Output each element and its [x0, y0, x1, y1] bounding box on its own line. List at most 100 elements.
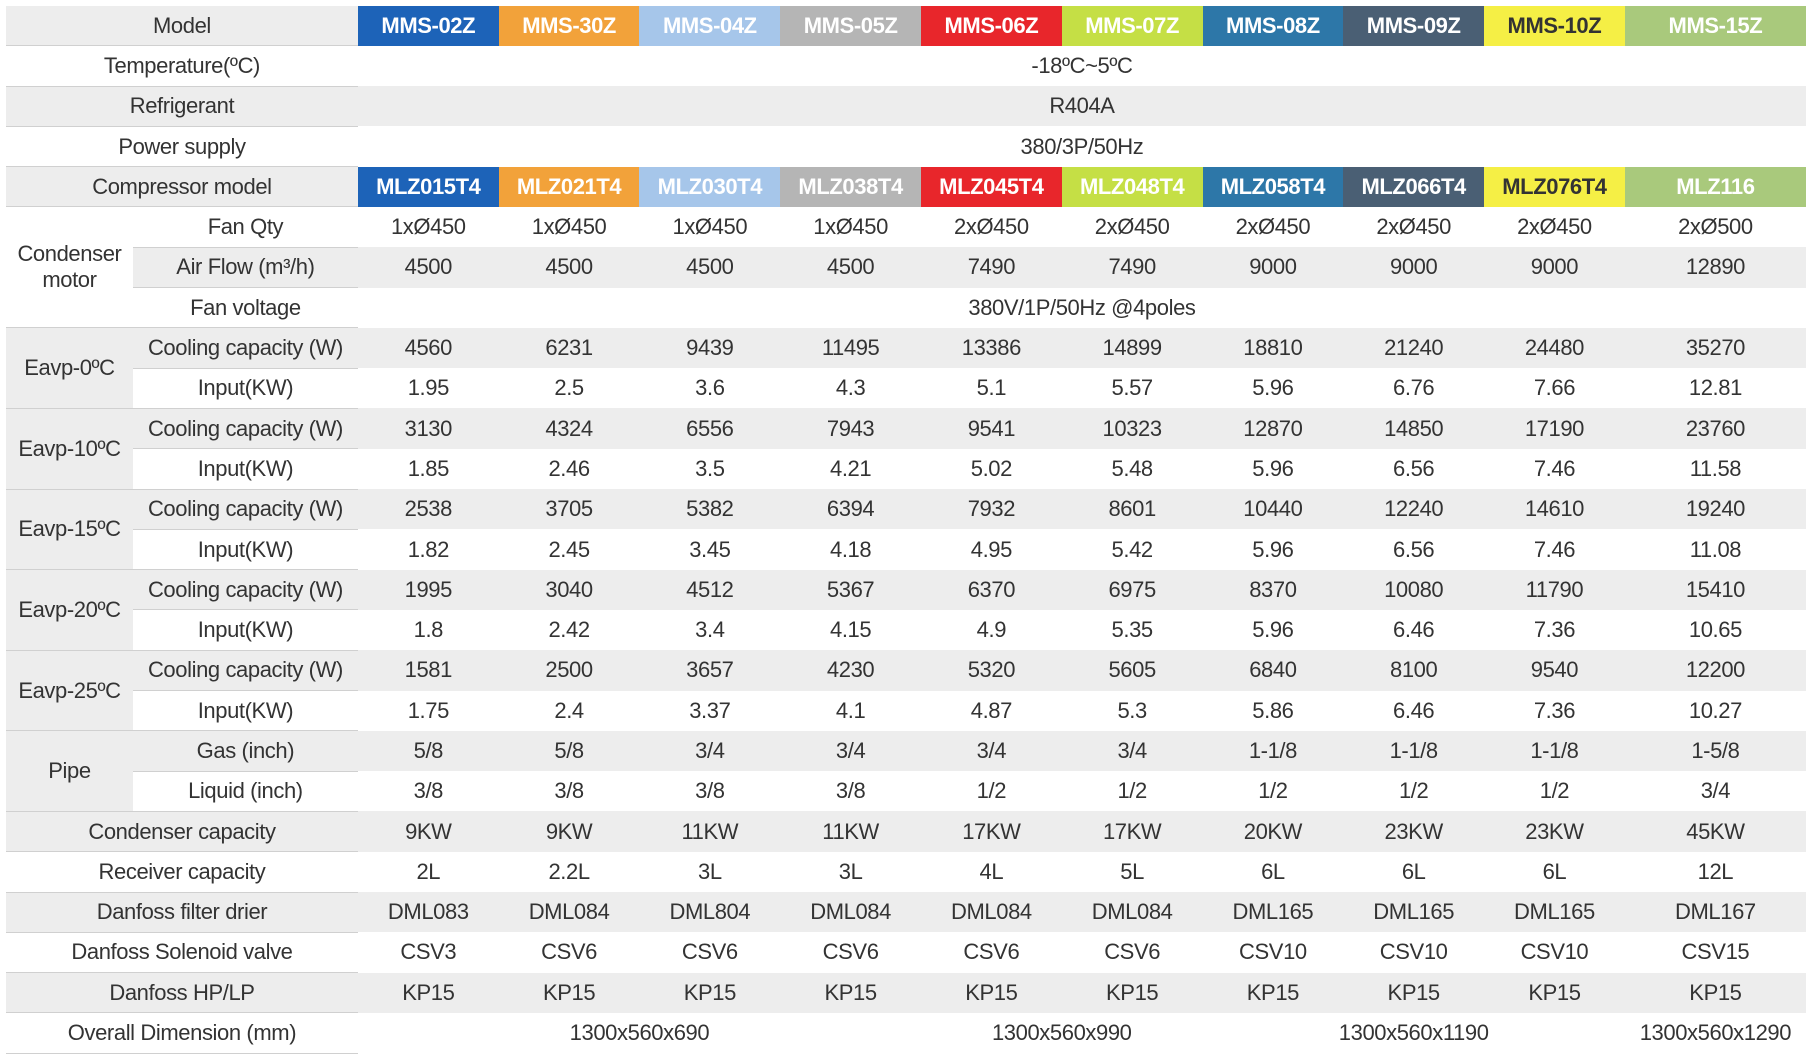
- value-cell: 5.42: [1061, 529, 1203, 570]
- value-cell: 12L: [1624, 851, 1806, 893]
- value-cell: 10.65: [1624, 609, 1806, 651]
- value-cell: 23KW: [1343, 811, 1485, 852]
- pipe-gas-row: Pipe Gas (inch) 5/8 5/8 3/4 3/4 3/4 3/4 1-1/8 1-1…: [6, 730, 1806, 812]
- value-cell: KP15: [1484, 972, 1625, 1013]
- value-cell: 2.4: [498, 690, 640, 731]
- value-cell: 1xØ450: [639, 206, 781, 248]
- fan-voltage-row: Fan voltage 380V/1P/50Hz @4poles: [6, 287, 1806, 329]
- value-cell: 23760: [1624, 408, 1806, 449]
- value-cell: 3/8: [357, 771, 499, 812]
- value-cell: 1/2: [1484, 771, 1625, 812]
- row-sublabel: Input(KW): [132, 529, 358, 571]
- row-label: Power supply: [6, 126, 358, 168]
- row-sublabel: Cooling capacity (W): [132, 569, 358, 611]
- merged-value: -18ºC~5ºC: [357, 45, 1806, 87]
- value-cell: CSV6: [780, 932, 921, 973]
- value-cell: 18810: [1202, 327, 1344, 369]
- spec-table: Model MMS-02Z MMS-30Z MMS-04Z MMS-05Z MMS-06Z…: [6, 6, 1806, 1054]
- value-cell: KP15: [920, 972, 1062, 1013]
- value-cell: 4500: [357, 247, 499, 288]
- value-cell: 3.6: [639, 368, 781, 409]
- air-flow-row: Air Flow (m³/h) 4500 4500 4500 4500 7490 7490 9…: [6, 247, 1806, 289]
- power-supply-row: Power supply 380/3P/50Hz: [6, 126, 1806, 168]
- model-header: MMS-04Z: [639, 6, 781, 46]
- row-label: Receiver capacity: [6, 851, 358, 893]
- value-cell: 2.2L: [498, 851, 640, 893]
- compressor-model: MLZ015T4: [357, 166, 499, 207]
- dimension-value: 1300x560x1190: [1202, 1012, 1625, 1054]
- row-label: Model: [6, 6, 358, 47]
- value-cell: 4.3: [780, 368, 921, 409]
- value-cell: 2xØ450: [1061, 206, 1203, 248]
- value-cell: 3/8: [780, 771, 921, 812]
- value-cell: 14850: [1343, 408, 1485, 449]
- fan-qty-row: Condenser motor Fan Qty 1xØ450 1xØ450 1xØ450…: [6, 206, 1806, 329]
- value-cell: DML083: [357, 892, 499, 933]
- spec-row: Danfoss filter drier DML083 DML084 DML804 DM…: [6, 892, 1806, 933]
- value-cell: 10440: [1202, 489, 1344, 530]
- value-cell: 6.46: [1343, 609, 1485, 651]
- compressor-model: MLZ066T4: [1343, 166, 1485, 207]
- evap-input-row: Input(KW) 1.95 2.5 3.6 4.3 5.1 5.57 5.96 6.76 7.6…: [6, 368, 1806, 409]
- value-cell: 10080: [1343, 569, 1485, 610]
- merged-value: 380/3P/50Hz: [357, 126, 1806, 167]
- value-cell: 14610: [1484, 489, 1625, 530]
- value-cell: 4500: [780, 247, 921, 288]
- value-cell: 1-1/8: [1484, 730, 1625, 772]
- model-header: MMS-05Z: [780, 6, 921, 46]
- value-cell: 4512: [639, 569, 781, 610]
- value-cell: 3/4: [1061, 730, 1203, 772]
- value-cell: 1xØ450: [357, 206, 499, 248]
- value-cell: KP15: [498, 972, 640, 1013]
- value-cell: 6370: [920, 569, 1062, 610]
- value-cell: 45KW: [1624, 811, 1806, 852]
- value-cell: 9000: [1484, 247, 1625, 288]
- value-cell: 6L: [1202, 851, 1344, 893]
- row-label: Danfoss filter drier: [6, 892, 358, 933]
- value-cell: 6231: [498, 327, 640, 369]
- row-sublabel: Liquid (inch): [132, 771, 358, 812]
- value-cell: 11495: [780, 327, 921, 369]
- value-cell: DML084: [1061, 892, 1203, 933]
- value-cell: 8100: [1343, 650, 1485, 691]
- model-header: MMS-09Z: [1343, 6, 1485, 46]
- value-cell: 4500: [639, 247, 781, 288]
- row-sublabel: Input(KW): [132, 448, 358, 490]
- model-header: MMS-30Z: [498, 6, 640, 46]
- value-cell: 13386: [920, 327, 1062, 369]
- value-cell: 5605: [1061, 650, 1203, 691]
- value-cell: 7.66: [1484, 368, 1625, 409]
- value-cell: KP15: [1343, 972, 1485, 1013]
- value-cell: 9KW: [498, 811, 640, 852]
- value-cell: 7.46: [1484, 448, 1625, 490]
- value-cell: 5382: [639, 489, 781, 530]
- value-cell: 4.21: [780, 448, 921, 490]
- value-cell: 7490: [1061, 247, 1203, 288]
- value-cell: DML084: [920, 892, 1062, 933]
- value-cell: 3.5: [639, 448, 781, 490]
- compressor-model: MLZ076T4: [1484, 166, 1625, 207]
- row-label: Overall Dimension (mm): [6, 1012, 358, 1054]
- value-cell: 3/4: [1624, 771, 1806, 812]
- group-label: Condenser motor: [6, 206, 133, 329]
- row-sublabel: Cooling capacity (W): [132, 408, 358, 450]
- value-cell: 3705: [498, 489, 640, 530]
- row-sublabel: Fan Qty: [132, 206, 358, 248]
- value-cell: 1/2: [1343, 771, 1485, 812]
- value-cell: 17KW: [920, 811, 1062, 852]
- value-cell: 5.48: [1061, 448, 1203, 490]
- row-label: Danfoss Solenoid valve: [6, 932, 358, 974]
- value-cell: 6.56: [1343, 448, 1485, 490]
- evap-cooling-row: Eavp-25ºC Cooling capacity (W) 1581 2500 365…: [6, 650, 1806, 732]
- value-cell: 1.75: [357, 690, 499, 731]
- value-cell: 21240: [1343, 327, 1485, 369]
- spec-table-body: Model MMS-02Z MMS-30Z MMS-04Z MMS-05Z MMS-06Z…: [6, 6, 1806, 1054]
- row-sublabel: Cooling capacity (W): [132, 489, 358, 530]
- value-cell: 1581: [357, 650, 499, 691]
- value-cell: 1-1/8: [1202, 730, 1344, 772]
- spec-row: Danfoss Solenoid valve CSV3 CSV6 CSV6 CSV6 CS…: [6, 932, 1806, 974]
- evap-input-row: Input(KW) 1.82 2.45 3.45 4.18 4.95 5.42 5.96 6.5…: [6, 529, 1806, 571]
- pipe-group-label: Pipe: [6, 730, 133, 812]
- value-cell: KP15: [1202, 972, 1344, 1013]
- value-cell: KP15: [780, 972, 921, 1013]
